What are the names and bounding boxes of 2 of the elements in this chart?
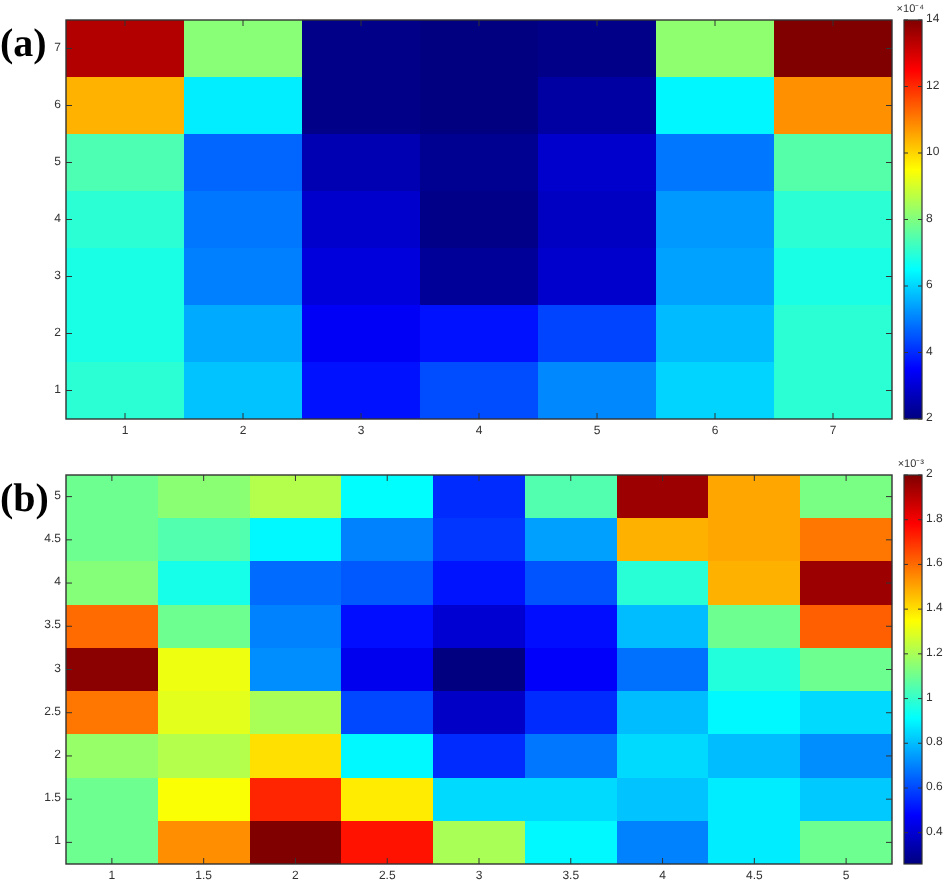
chart-title: (b)	[0, 477, 49, 521]
chart-title: (a)	[0, 22, 47, 66]
